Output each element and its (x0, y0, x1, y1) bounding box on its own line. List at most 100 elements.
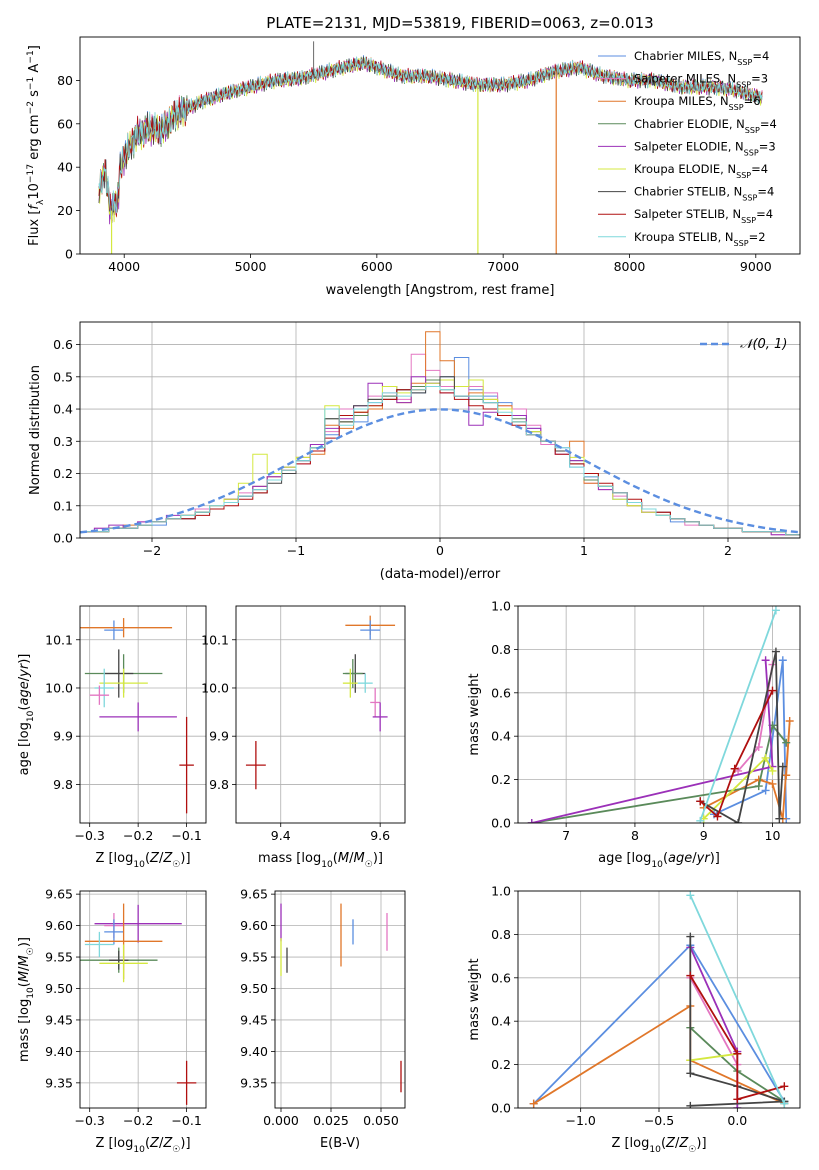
spectrum-panel: 4000 5000 6000 7000 8000 9000 0 20 40 60 80 PLATE=2… (26, 14, 801, 298)
weight-line (689, 977, 739, 1066)
errorbar-point (104, 919, 124, 945)
y-tick-label: 9.9 (53, 729, 73, 744)
weight-marker (768, 686, 777, 695)
errorbar-point (99, 944, 148, 983)
weight-marker (782, 771, 791, 780)
spectrum-line (98, 56, 763, 221)
weight-marker (696, 816, 705, 823)
errorbar-point (94, 668, 114, 708)
x-tick-label: 0.000 (263, 1113, 299, 1128)
y-tick-label: 0.3 (53, 434, 73, 449)
errorbar-point (84, 931, 114, 958)
errorbar-point (357, 673, 373, 693)
weight-marker (780, 1082, 789, 1091)
weight-marker (761, 786, 770, 795)
y-tick-label: 0 (65, 247, 73, 262)
spectrum-lines (98, 41, 763, 254)
weight-line (699, 690, 774, 819)
y-tick-label: 0.5 (53, 369, 73, 384)
x-tick-label: 9000 (740, 259, 772, 274)
residuals-ylabel: Normed distribution (28, 365, 43, 495)
normal-curve (80, 408, 800, 534)
y-tick-label: 9.8 (53, 777, 73, 792)
weight-marker (775, 814, 784, 823)
weight-marker (771, 606, 780, 615)
weight-marker (713, 812, 722, 821)
x-tick-label: 9 (700, 828, 708, 843)
legend-label: Chabrier ELODIE, NSSP=4 (634, 117, 777, 135)
legend-label: Kroupa STELIB, NSSP=2 (634, 230, 766, 248)
x-tick-label: −0.2 (123, 1113, 153, 1128)
age_vs_Z-xlabel: Z [log10(Z/Z☉)] (95, 851, 190, 870)
weight-marker (733, 1095, 742, 1104)
x-tick-label: 2 (724, 543, 732, 558)
y-tick-label: 10.1 (45, 632, 73, 647)
weight-marker (529, 1099, 538, 1108)
age_vs_Z-panel: −0.3 −0.2 −0.1 9.8 9.9 10.0 10.1 Z [log10(Z/Z☉)… (17, 605, 207, 870)
y-tick-label: 9.50 (45, 981, 73, 996)
weight-line (531, 660, 774, 823)
x-tick-label: 8 (631, 828, 639, 843)
x-tick-label: −2 (143, 543, 161, 558)
y-tick-label: 9.45 (240, 1012, 268, 1027)
errorbar-point (99, 702, 177, 732)
weight_vs_Z-ylabel: mass weight (467, 958, 482, 1040)
x-tick-label: 0 (436, 543, 444, 558)
y-tick-label: 40 (57, 160, 73, 175)
mass_vs_Z-ylabel: mass [log10(M/M☉)] (17, 937, 36, 1062)
weight_vs_age-ylabel: mass weight (467, 673, 482, 755)
y-tick-label: 0.0 (491, 816, 511, 831)
x-tick-label: 0.0 (727, 1113, 747, 1128)
y-tick-label: 1.0 (491, 599, 511, 614)
y-tick-label: 0.6 (53, 337, 73, 352)
y-tick-label: 9.60 (45, 918, 73, 933)
weight-marker (761, 753, 770, 762)
errorbar-point (104, 649, 134, 698)
y-tick-label: 9.55 (240, 950, 268, 965)
x-tick-label: −0.5 (644, 1113, 674, 1128)
x-tick-label: −1 (287, 543, 305, 558)
axes-frame (79, 890, 207, 1109)
age_vs_Z-points (80, 618, 194, 814)
y-tick-label: 9.40 (240, 1044, 268, 1059)
errorbar-point (104, 620, 124, 640)
weight-marker (733, 1104, 742, 1108)
weight-marker (686, 1069, 695, 1078)
x-tick-label: 7000 (487, 259, 519, 274)
y-tick-label: 10.0 (201, 680, 229, 695)
errorbar-point (342, 668, 358, 698)
y-tick-label: 9.55 (45, 950, 73, 965)
x-tick-label: 0.050 (363, 1113, 399, 1128)
x-tick-label: 6000 (361, 259, 393, 274)
y-tick-label: 0.6 (491, 685, 511, 700)
errorbar-point (109, 950, 129, 970)
errorbar-point (360, 620, 381, 640)
y-tick-label: 9.45 (45, 1012, 73, 1027)
mass_vs_ebv-points (280, 903, 402, 1093)
weight-marker (771, 647, 780, 656)
weight-marker (527, 819, 536, 823)
legend-label: Salpeter ELODIE, NSSP=3 (634, 139, 776, 157)
weight_vs_Z-lines (529, 891, 789, 1108)
legend-label: 𝒩(0, 1) (740, 337, 787, 352)
y-tick-label: 0.6 (491, 970, 511, 985)
errorbar-point (176, 1060, 197, 1105)
residuals-bars (80, 331, 800, 538)
residuals-legend: 𝒩(0, 1) (700, 337, 787, 352)
errorbar-point (94, 904, 182, 943)
weight-marker (778, 656, 787, 665)
mass_vs_ebv-xlabel: E(B-V) (320, 1136, 360, 1151)
axes-frame (79, 605, 207, 824)
weight-marker (782, 738, 791, 747)
x-tick-label: −1.0 (565, 1113, 595, 1128)
y-tick-label: 10.1 (201, 632, 229, 647)
weight_vs_age-panel: 7 8 9 10 0.0 0.2 0.4 0.6 0.8 1.0 age [log10(age/yr… (467, 599, 801, 870)
y-tick-label: 0.4 (491, 1014, 511, 1029)
residuals-panel: −2 −1 0 1 2 0.0 0.1 0.2 0.3 0.4 0.5 0.6 (data-model)… (28, 321, 801, 582)
legend-label: Kroupa ELODIE, NSSP=4 (634, 162, 768, 180)
mass_vs_Z-xlabel: Z [log10(Z/Z☉)] (95, 1136, 190, 1155)
y-tick-label: 9.8 (209, 777, 229, 792)
weight-marker (686, 1101, 695, 1108)
weight-line (690, 1052, 738, 1062)
